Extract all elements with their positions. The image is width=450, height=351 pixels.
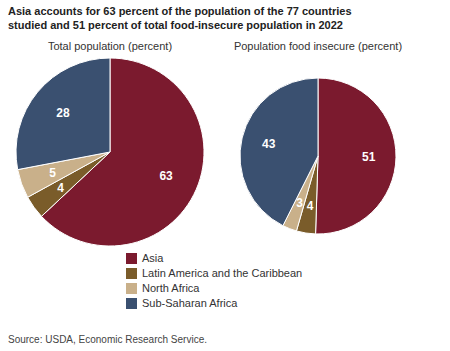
data-label: 43 [262, 137, 276, 151]
legend-swatch [126, 298, 137, 309]
pie-subtitle: Total population (percent) [48, 40, 172, 52]
data-label: 4 [307, 199, 314, 213]
legend-swatch [126, 268, 137, 279]
pie [16, 58, 204, 246]
data-label: 51 [362, 150, 376, 164]
legend-entry: Latin America and the Caribbean [142, 267, 302, 279]
data-label: 28 [56, 106, 70, 120]
pie-slice [240, 78, 318, 226]
data-label: 4 [57, 181, 64, 195]
legend-entry: Sub-Saharan Africa [142, 297, 238, 309]
data-label: 5 [49, 166, 56, 180]
pie-slice [316, 78, 396, 234]
legend-swatch [126, 253, 137, 264]
title: Asia accounts for 63 percent of the popu… [8, 5, 352, 17]
pie [240, 78, 396, 234]
data-label: 63 [159, 169, 173, 183]
pie-subtitle: Population food insecure (percent) [234, 40, 402, 52]
data-label: 3 [296, 196, 303, 210]
legend-entry: North Africa [142, 282, 200, 294]
legend: Asia Latin America and the Caribbean North… [126, 252, 302, 309]
legend-entry: Asia [142, 252, 164, 264]
title: studied and 51 percent of total food-ins… [8, 19, 343, 31]
chart: Asia accounts for 63 percent of the popu… [0, 0, 450, 351]
legend-swatch [126, 283, 137, 294]
pie-slice [16, 58, 110, 170]
source-note: Source: USDA, Economic Research Service. [8, 334, 207, 345]
